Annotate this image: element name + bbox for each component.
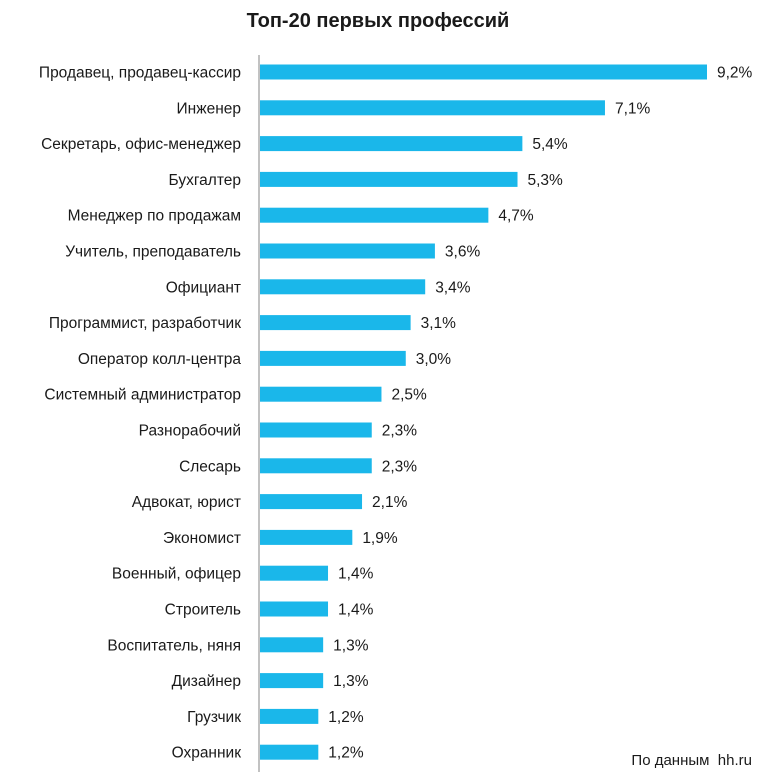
bar xyxy=(260,422,372,438)
bar-row: Инженер 7,1% xyxy=(177,100,651,117)
category-label: Адвокат, юрист xyxy=(132,494,241,511)
bar xyxy=(260,673,324,689)
category-label: Системный администратор xyxy=(44,387,241,404)
bar-row: Бухгалтер 5,3% xyxy=(169,171,564,189)
bar-row: Программист, разработчик 3,1% xyxy=(49,315,456,332)
bar-row: Системный администратор 2,5% xyxy=(44,386,427,404)
value-label: 1,4% xyxy=(338,602,374,619)
bar-row: Военный, офицер 1,4% xyxy=(112,565,374,583)
value-label: 2,1% xyxy=(372,494,408,511)
value-label: 5,4% xyxy=(532,136,568,153)
value-label: 3,1% xyxy=(421,315,457,332)
category-label: Экономист xyxy=(163,530,241,547)
bar xyxy=(260,279,426,295)
bar-row: Дизайнер 1,3% xyxy=(172,673,369,690)
bar xyxy=(260,350,406,366)
category-label: Грузчик xyxy=(187,709,241,726)
bar xyxy=(260,637,324,653)
bar-row: Оператор колл-центра 3,0% xyxy=(78,350,452,368)
category-label: Продавец, продавец-кассир xyxy=(39,65,241,82)
category-label: Учитель, преподаватель xyxy=(65,244,241,261)
value-label: 5,3% xyxy=(528,172,564,189)
bar-row: Охранник 1,2% xyxy=(172,744,364,762)
bar xyxy=(260,136,523,152)
category-label: Слесарь xyxy=(179,458,241,475)
value-label: 2,3% xyxy=(382,423,418,440)
bar-row: Учитель, преподаватель 3,6% xyxy=(65,243,481,261)
bar xyxy=(260,565,329,581)
bar xyxy=(260,64,707,80)
value-label: 1,4% xyxy=(338,566,374,583)
value-label: 9,2% xyxy=(717,65,753,82)
value-label: 2,5% xyxy=(391,387,427,404)
bar-row: Менеджер по продажам 4,7% xyxy=(68,207,534,225)
value-label: 3,4% xyxy=(435,279,471,296)
value-label: 1,3% xyxy=(333,637,369,654)
bar xyxy=(260,207,489,223)
category-label: Строитель xyxy=(165,602,241,619)
value-label: 1,2% xyxy=(328,745,364,762)
category-label: Оператор колл-центра xyxy=(78,351,242,368)
bar-row: Продавец, продавец-кассир 9,2% xyxy=(39,64,753,82)
category-label: Официант xyxy=(166,279,241,296)
bars-group: Продавец, продавец-кассир 9,2% Инженер 7,1%… xyxy=(39,64,753,762)
value-label: 3,6% xyxy=(445,244,481,261)
bar xyxy=(260,315,411,331)
bar-row: Воспитатель, няня 1,3% xyxy=(107,637,369,654)
category-label: Военный, офицер xyxy=(112,566,241,583)
category-label: Инженер xyxy=(177,100,242,117)
category-label: Менеджер по продажам xyxy=(68,208,241,225)
bar-row: Грузчик 1,2% xyxy=(187,708,364,726)
bar-row: Экономист 1,9% xyxy=(163,529,398,547)
category-label: Воспитатель, няня xyxy=(107,637,241,654)
bar-row: Официант 3,4% xyxy=(166,279,471,296)
value-label: 2,3% xyxy=(382,458,418,475)
bar xyxy=(260,601,329,617)
value-label: 7,1% xyxy=(615,100,651,117)
bar xyxy=(260,458,372,474)
chart-title: Топ-20 первых профессий xyxy=(247,10,510,32)
category-label: Дизайнер xyxy=(172,673,241,690)
value-label: 4,7% xyxy=(498,208,534,225)
bar-row: Строитель 1,4% xyxy=(165,601,374,619)
category-label: Бухгалтер xyxy=(169,172,241,189)
bar-row: Секретарь, офис-менеджер 5,4% xyxy=(41,136,568,153)
bar xyxy=(260,744,319,760)
bar xyxy=(260,708,319,724)
category-label: Разнорабочий xyxy=(139,423,241,440)
bar xyxy=(260,529,353,545)
source-note: По данным hh.ru xyxy=(631,752,752,769)
bar-row: Слесарь 2,3% xyxy=(179,458,417,475)
bar xyxy=(260,386,382,402)
bar xyxy=(260,494,363,510)
bar xyxy=(260,171,518,187)
value-label: 1,3% xyxy=(333,673,369,690)
category-label: Программист, разработчик xyxy=(49,315,241,332)
bar-row: Адвокат, юрист 2,1% xyxy=(132,494,408,511)
bar xyxy=(260,100,605,116)
category-label: Охранник xyxy=(172,745,242,762)
value-label: 1,2% xyxy=(328,709,364,726)
bar xyxy=(260,243,435,259)
category-label: Секретарь, офис-менеджер xyxy=(41,136,241,153)
bar-row: Разнорабочий 2,3% xyxy=(139,422,418,440)
value-label: 1,9% xyxy=(362,530,398,547)
value-label: 3,0% xyxy=(416,351,452,368)
